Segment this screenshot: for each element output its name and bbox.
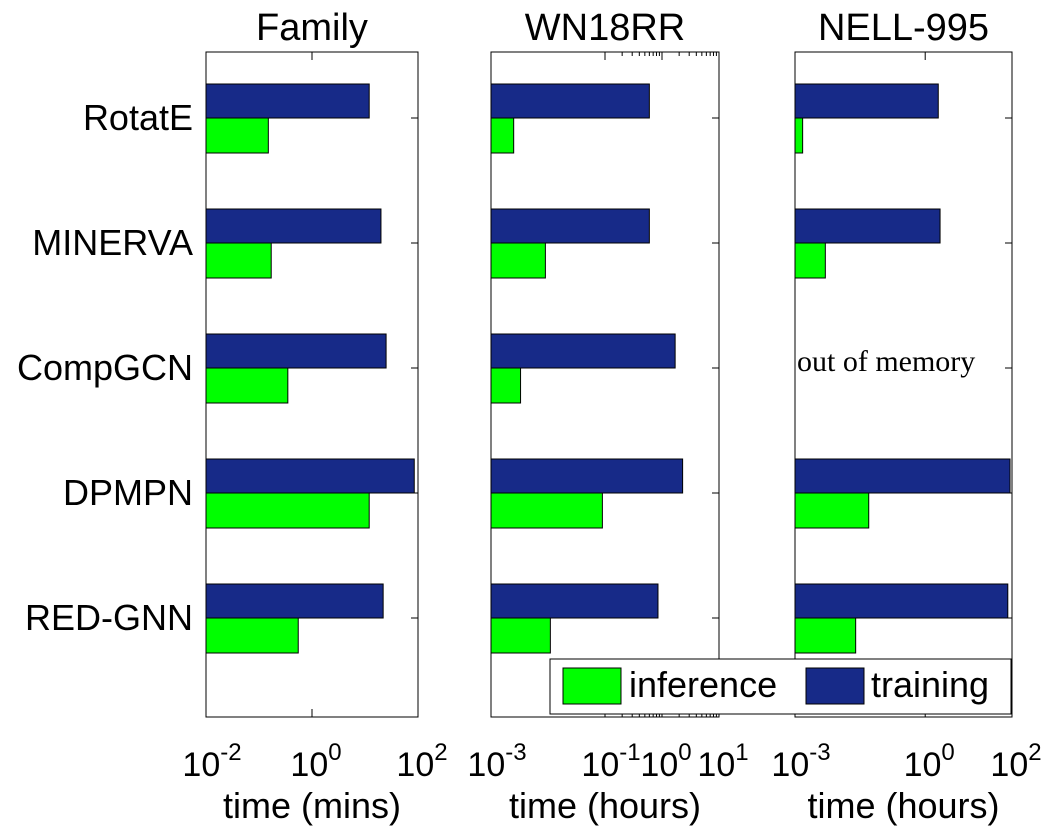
bar-inference-rotate [490, 117, 515, 154]
x-tick-label: 100 [290, 739, 341, 784]
panel-title: WN18RR [525, 7, 685, 49]
bar-training-compgcn [490, 333, 676, 369]
legend-box [549, 658, 1012, 715]
x-tick-base: 10 [290, 746, 328, 784]
bar-inference-dpmpn [205, 492, 370, 529]
category-label-compgcn: CompGCN [17, 347, 193, 388]
legend-swatch-training [805, 667, 865, 705]
x-tick-label: 100 [640, 739, 691, 784]
x-tick-label: 101 [697, 739, 748, 784]
panel-title: NELL-995 [818, 7, 989, 49]
x-axis-label: time (hours) [807, 785, 999, 826]
x-tick-label: 10-2 [182, 739, 241, 784]
x-tick-label: 10-3 [467, 739, 526, 784]
bar-training-rotate [794, 83, 939, 119]
panel-title: Family [256, 7, 368, 49]
bar-training-rotate [490, 83, 650, 119]
x-tick-base: 10 [396, 746, 434, 784]
bar-training-dpmpn [794, 458, 1011, 494]
x-tick-exponent: 0 [941, 739, 954, 766]
legend: inference training [549, 658, 1012, 715]
x-tick-exponent: -1 [619, 739, 640, 766]
bar-inference-compgcn [205, 367, 289, 404]
x-tick-exponent: 0 [328, 739, 341, 766]
category-label-red-gnn: RED-GNN [25, 597, 193, 638]
bar-inference-red-gnn [490, 617, 551, 654]
bar-training-red-gnn [794, 583, 1009, 619]
x-tick-label: 10-1 [581, 739, 640, 784]
bar-inference-compgcn [490, 367, 522, 404]
bar-inference-dpmpn [490, 492, 603, 529]
bar-training-compgcn [205, 333, 387, 369]
x-axis-label: time (mins) [223, 785, 401, 826]
bar-training-dpmpn [205, 458, 415, 494]
category-label-rotate: RotatE [83, 97, 193, 138]
x-tick-exponent: 1 [735, 739, 748, 766]
annotation-out-of-memory: out of memory [797, 345, 975, 378]
x-tick-label: 100 [904, 739, 955, 784]
x-tick-exponent: -3 [505, 739, 526, 766]
bar-inference-rotate [205, 117, 269, 154]
bar-training-red-gnn [490, 583, 659, 619]
x-tick-exponent: 2 [434, 739, 447, 766]
x-tick-label: 10-3 [771, 739, 830, 784]
x-tick-exponent: -3 [809, 739, 830, 766]
bar-inference-minerva [490, 242, 546, 279]
x-tick-base: 10 [771, 746, 809, 784]
bar-inference-minerva [205, 242, 272, 279]
x-tick-exponent: 0 [678, 739, 691, 766]
x-tick-base: 10 [990, 746, 1028, 784]
legend-swatch-inference [562, 667, 622, 705]
bar-training-minerva [205, 208, 382, 244]
bar-inference-dpmpn [794, 492, 870, 529]
bar-inference-minerva [794, 242, 826, 279]
x-tick-exponent: 2 [1028, 739, 1041, 766]
bar-training-dpmpn [490, 458, 684, 494]
legend-label-inference: inference [629, 664, 777, 705]
bar-training-rotate [205, 83, 370, 119]
bar-inference-rotate [794, 117, 804, 154]
x-tick-base: 10 [581, 746, 619, 784]
x-tick-label: 102 [396, 739, 447, 784]
x-axis-label: time (hours) [509, 785, 701, 826]
bar-training-minerva [490, 208, 650, 244]
x-tick-base: 10 [640, 746, 678, 784]
category-label-minerva: MINERVA [32, 222, 193, 263]
bar-training-red-gnn [205, 583, 384, 619]
bar-training-minerva [794, 208, 941, 244]
bar-inference-red-gnn [205, 617, 299, 654]
category-label-dpmpn: DPMPN [63, 472, 193, 513]
x-tick-exponent: -2 [220, 739, 241, 766]
bar-inference-red-gnn [794, 617, 857, 654]
x-tick-label: 102 [990, 739, 1041, 784]
legend-label-training: training [871, 664, 989, 705]
x-tick-base: 10 [182, 746, 220, 784]
x-tick-base: 10 [467, 746, 505, 784]
x-tick-base: 10 [697, 746, 735, 784]
x-tick-base: 10 [904, 746, 942, 784]
